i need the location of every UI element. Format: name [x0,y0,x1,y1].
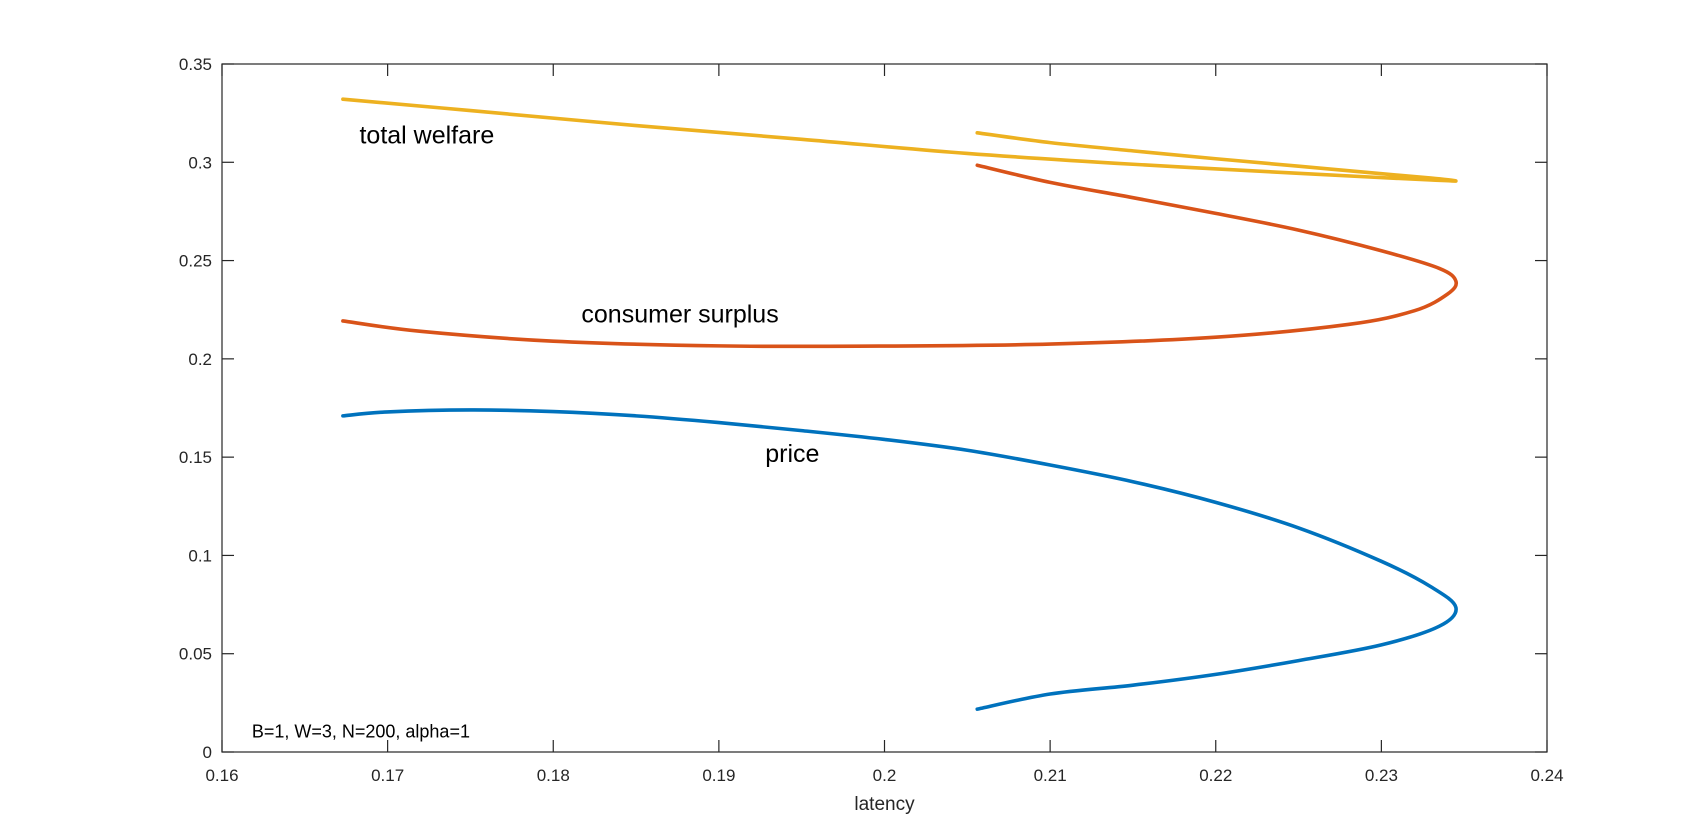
x-tick-label: 0.24 [1530,766,1563,785]
y-tick-label: 0.05 [179,645,212,664]
series-lines [341,97,1459,711]
y-tick-label: 0.1 [188,546,212,565]
series-label-total-welfare: total welfare [359,122,494,150]
y-tick-label: 0.15 [179,448,212,467]
y-tick-label: 0 [203,743,212,762]
series-labels: total welfare consumer surplus price [359,122,819,468]
x-tick-label: 0.21 [1034,766,1067,785]
axis-ticks: 0.16 0.17 0.18 0.19 0.2 0.21 0.22 0.23 0.24 0 0.05… [179,55,1564,785]
x-tick-label: 0.2 [873,766,897,785]
x-axis-label: latency [854,794,915,815]
parameter-annotation: B=1, W=3, N=200, alpha=1 [252,721,470,741]
x-tick-label: 0.17 [371,766,404,785]
x-tick-label: 0.18 [537,766,570,785]
x-tick-label: 0.22 [1199,766,1232,785]
series-label-price: price [765,440,819,468]
series-label-consumer-surplus: consumer surplus [581,300,778,328]
y-tick-label: 0.3 [188,153,212,172]
x-tick-label: 0.19 [702,766,735,785]
x-tick-label: 0.16 [205,766,238,785]
series-line-total-welfare [341,97,1458,183]
y-tick-label: 0.2 [188,350,212,369]
y-tick-label: 0.25 [179,252,212,271]
series-line-consumer-surplus [341,163,1459,349]
y-tick-label: 0.35 [179,55,212,74]
plot-frame [221,63,1548,753]
series-line-price [341,408,1458,711]
x-tick-label: 0.23 [1365,766,1398,785]
